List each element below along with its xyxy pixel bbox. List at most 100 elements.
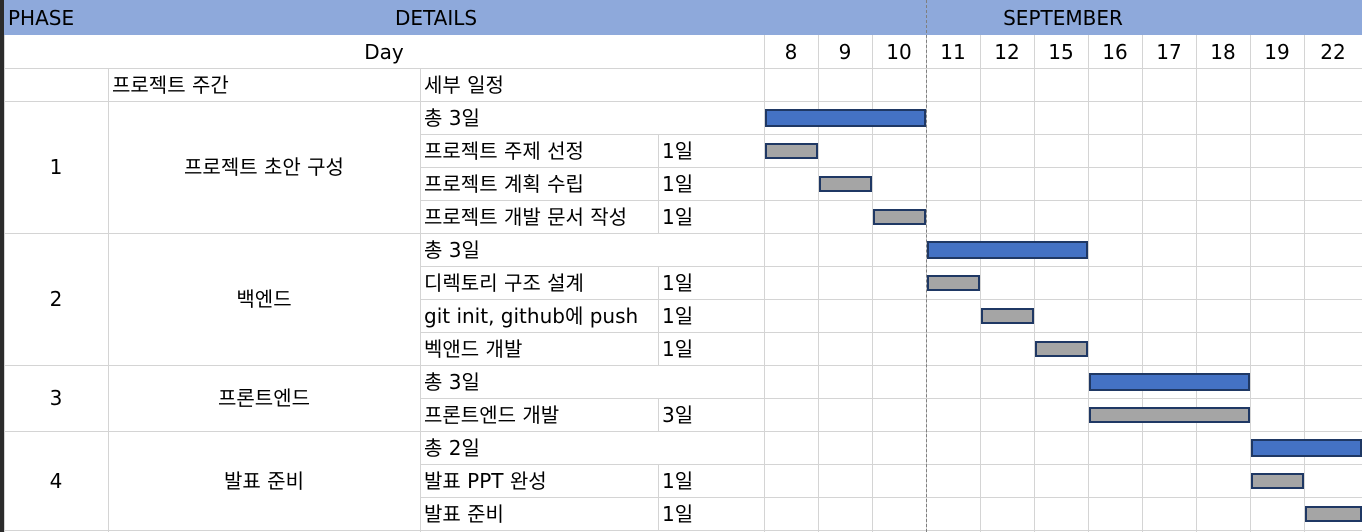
column-gridline	[420, 68, 421, 532]
task-bar	[981, 308, 1034, 324]
column-gridline	[764, 35, 765, 532]
day-cell: 11	[940, 39, 966, 64]
phase-number: 3	[49, 386, 63, 410]
task-name: 벡앤드 개발	[424, 336, 523, 361]
month-divider	[926, 0, 927, 532]
day-cell: 10	[886, 39, 912, 64]
row-gridline	[420, 200, 1362, 201]
task-name: 발표 PPT 완성	[424, 468, 547, 493]
phase-total-bar	[765, 109, 926, 127]
column-gridline	[108, 68, 109, 532]
day-cell: 18	[1210, 39, 1236, 64]
task-bar	[1035, 341, 1088, 357]
phase-number: 2	[49, 287, 63, 311]
task-bar	[765, 143, 818, 159]
day-cell: 8	[784, 39, 798, 64]
task-bar	[873, 209, 926, 225]
sheet-left-edge	[0, 0, 4, 532]
day-cell: 15	[1048, 39, 1074, 64]
task-duration: 1일	[662, 336, 694, 361]
column-gridline	[658, 398, 659, 431]
row-gridline	[420, 266, 1362, 267]
row-gridline	[420, 464, 1362, 465]
month-header: SEPTEMBER	[1003, 5, 1123, 30]
column-gridline	[658, 134, 659, 167]
phase-separator	[4, 431, 1362, 432]
task-duration: 1일	[662, 303, 694, 328]
task-duration: 1일	[662, 138, 694, 163]
row-gridline	[4, 101, 1362, 102]
row-gridline	[420, 497, 1362, 498]
phase-name: 프로젝트 초안 구성	[184, 155, 344, 179]
task-bar	[819, 176, 872, 192]
task-bar	[927, 275, 980, 291]
task-duration: 1일	[662, 270, 694, 295]
day-cell: 22	[1320, 39, 1346, 64]
phase-number: 4	[49, 468, 63, 493]
column-gridline	[980, 35, 981, 532]
column-gridline	[872, 35, 873, 532]
phase-name: 프론트엔드	[218, 386, 310, 410]
column-gridline	[658, 200, 659, 233]
column-gridline	[1196, 35, 1197, 532]
phase-total-bar	[1251, 439, 1362, 457]
phase-separator	[4, 233, 1362, 234]
row-gridline	[420, 167, 1362, 168]
column-gridline	[1142, 35, 1143, 532]
phase-total-label: 총 3일	[424, 369, 480, 394]
row-gridline	[420, 398, 1362, 399]
column-gridline	[1034, 35, 1035, 532]
phase-total-bar	[927, 241, 1088, 259]
task-name: 프로젝트 계획 수립	[424, 171, 584, 196]
row-gridline	[4, 68, 1362, 69]
row-gridline	[420, 332, 1362, 333]
task-name: 발표 준비	[424, 501, 504, 526]
phase-total-label: 총 3일	[424, 237, 480, 262]
day-cell: 12	[994, 39, 1020, 64]
day-cell: 9	[838, 39, 852, 64]
details-header: DETAILS	[394, 5, 478, 30]
phase-name: 백엔드	[236, 287, 292, 311]
column-gridline	[1250, 35, 1251, 532]
column-gridline	[1088, 35, 1089, 532]
task-duration: 1일	[662, 204, 694, 229]
day-cell: 19	[1264, 39, 1290, 64]
task-duration: 3일	[662, 402, 694, 427]
column-gridline	[818, 35, 819, 532]
header-band	[0, 0, 1362, 35]
column-gridline	[658, 266, 659, 299]
column-gridline	[658, 464, 659, 497]
day-cell: 17	[1156, 39, 1182, 64]
task-name: 디렉토리 구조 설계	[424, 270, 584, 295]
column-gridline	[658, 167, 659, 200]
detail-schedule-label: 세부 일정	[424, 72, 504, 97]
task-bar	[1305, 506, 1362, 522]
task-duration: 1일	[662, 171, 694, 196]
phase-separator	[4, 365, 1362, 366]
task-duration: 1일	[662, 501, 694, 526]
phase-total-label: 총 2일	[424, 435, 480, 460]
task-name: git init, github에 push	[424, 303, 639, 328]
task-name: 프론트엔드 개발	[424, 402, 560, 427]
phase-name: 발표 준비	[224, 468, 304, 493]
task-bar	[1251, 473, 1304, 489]
column-gridline	[658, 299, 659, 332]
row-gridline	[420, 299, 1362, 300]
task-duration: 1일	[662, 468, 694, 493]
task-name: 프로젝트 개발 문서 작성	[424, 204, 628, 229]
task-name: 프로젝트 주제 선정	[424, 138, 584, 163]
project-week-label: 프로젝트 주간	[112, 72, 229, 97]
day-label: Day	[364, 39, 404, 64]
column-gridline	[4, 35, 5, 532]
phase-separator	[4, 530, 1362, 531]
column-gridline	[1304, 35, 1305, 532]
phase-total-bar	[1089, 373, 1250, 391]
phase-total-label: 총 3일	[424, 105, 480, 130]
phase-number: 1	[49, 155, 63, 179]
day-cell: 16	[1102, 39, 1128, 64]
task-bar	[1089, 407, 1250, 423]
row-gridline	[420, 134, 1362, 135]
column-gridline	[658, 332, 659, 365]
column-gridline	[658, 497, 659, 530]
